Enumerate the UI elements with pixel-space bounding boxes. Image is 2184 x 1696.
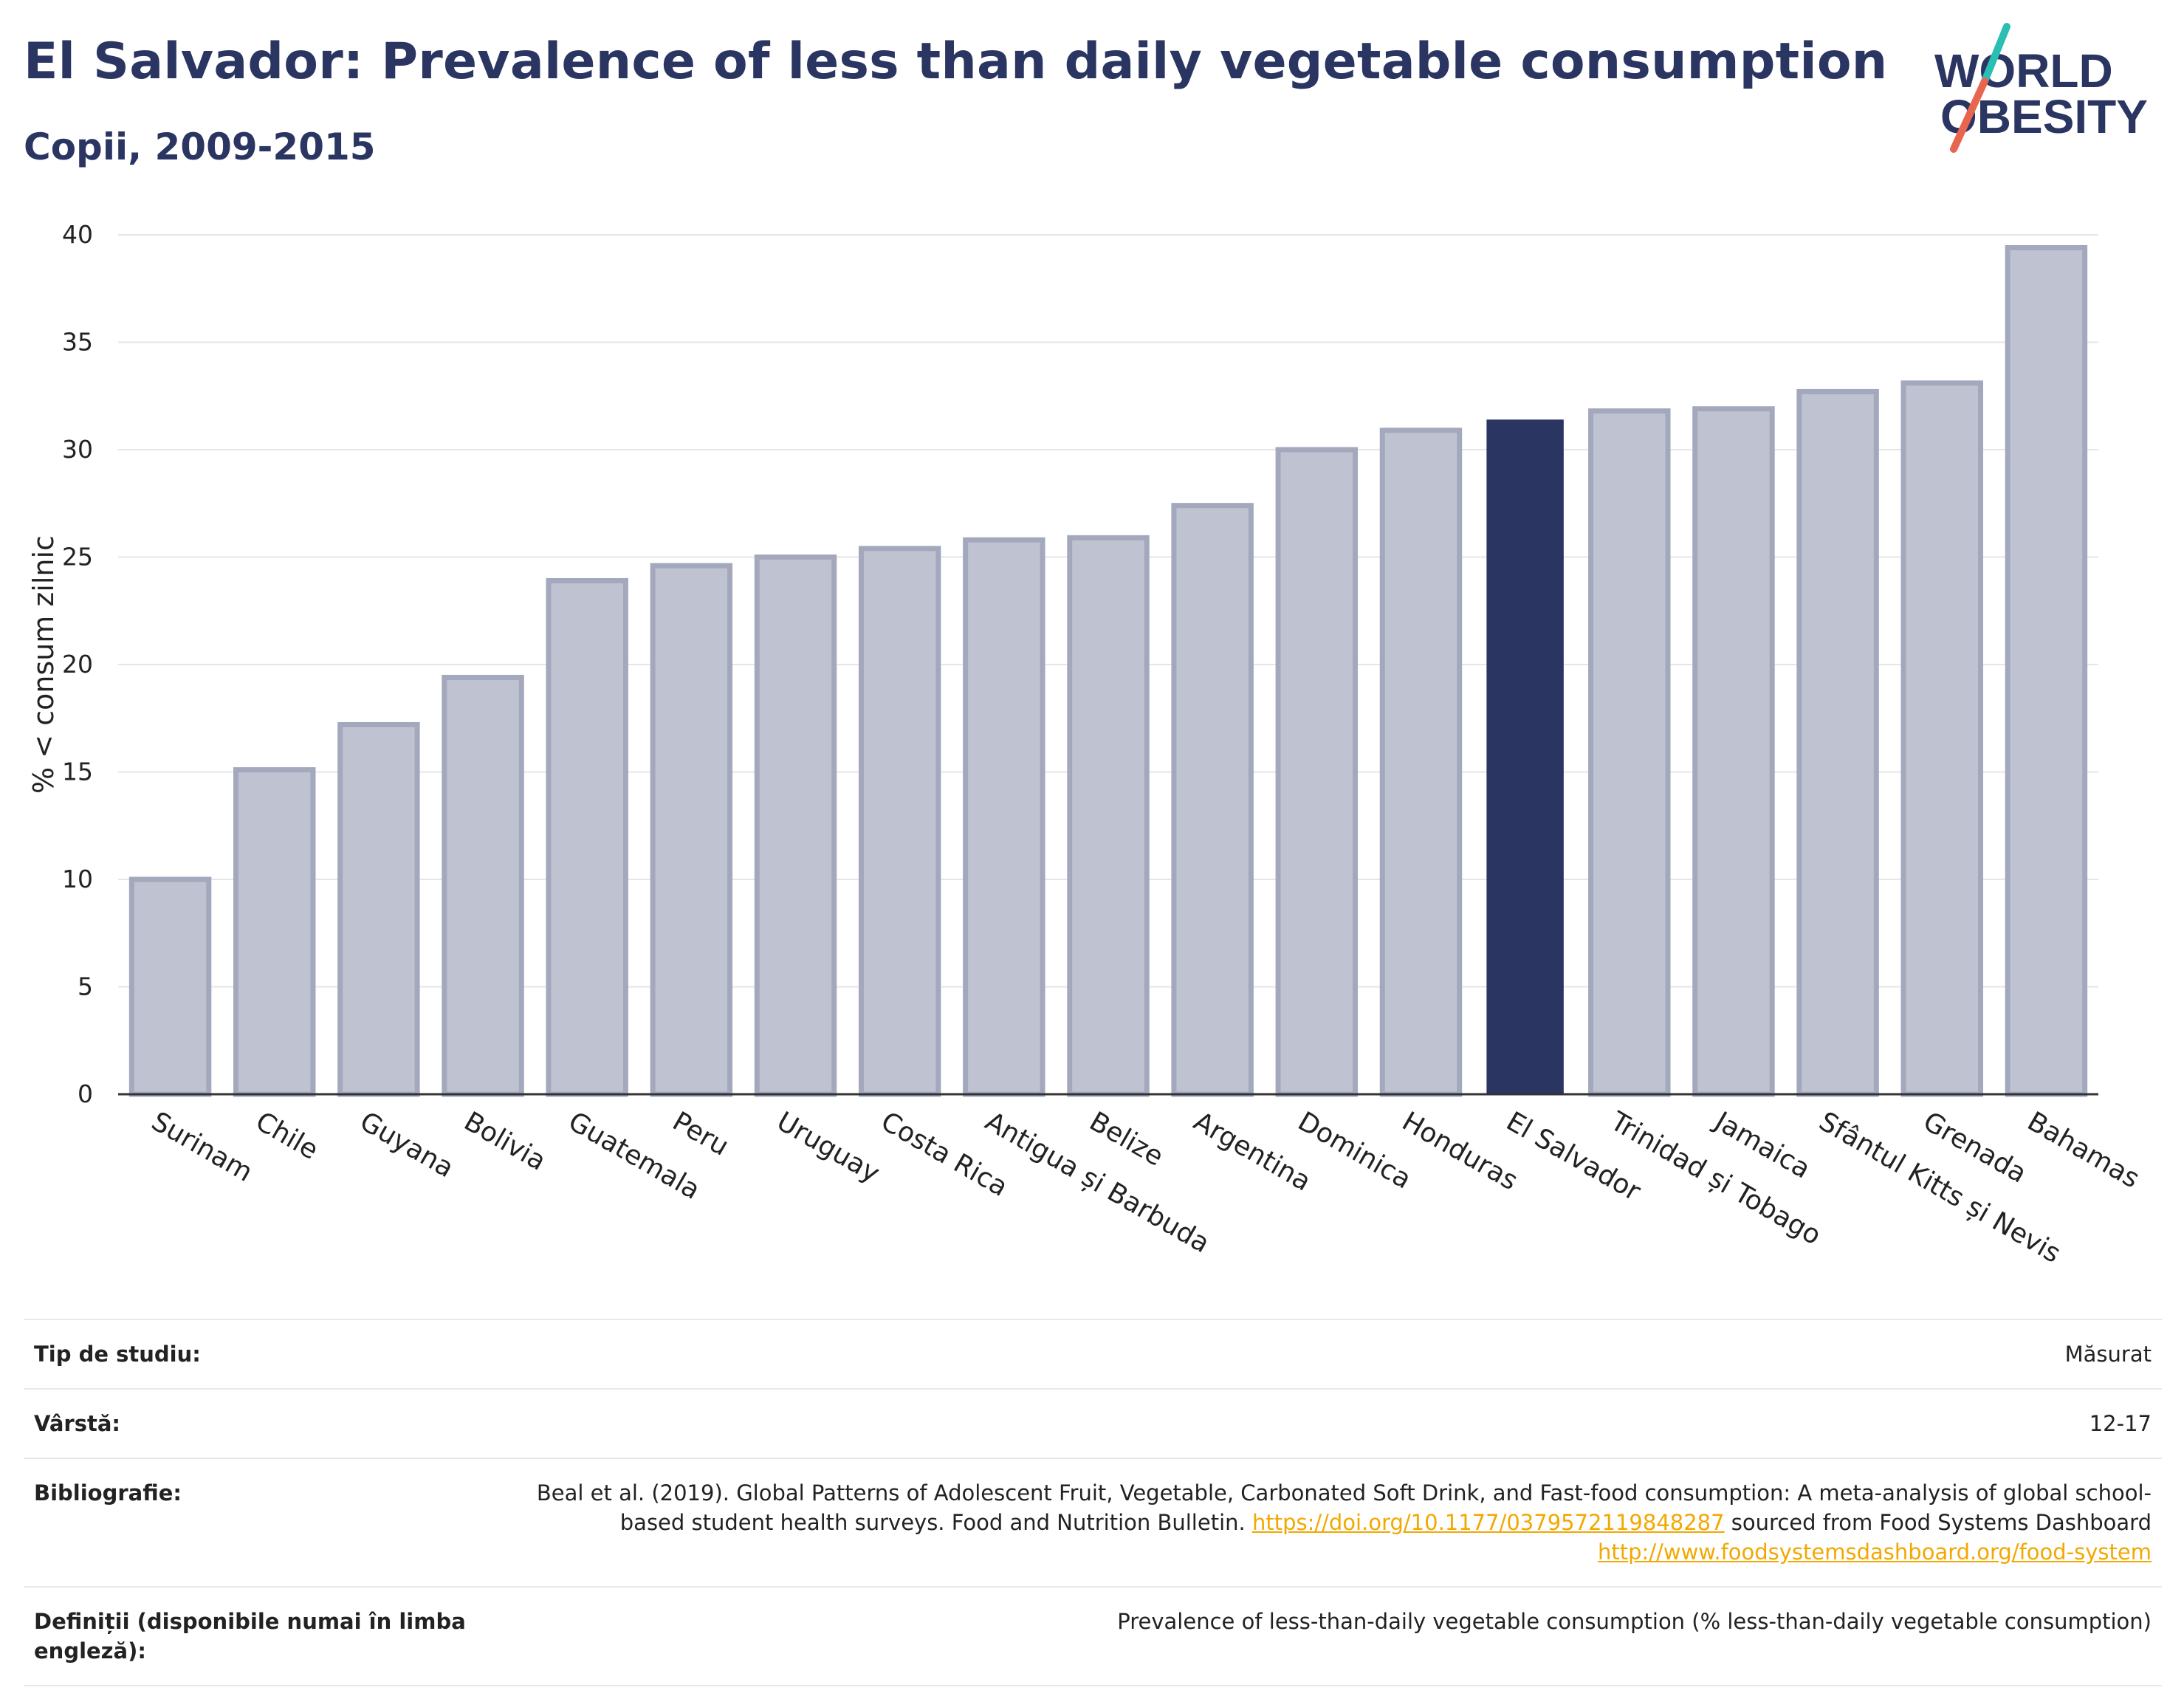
bar[interactable] <box>1067 535 1150 1097</box>
bibliography-text-1: Beal et al. (2019). Global Patterns of A… <box>536 1480 2152 1535</box>
y-tick-label: 15 <box>62 758 93 786</box>
page-subtitle: Copii, 2009-2015 <box>24 126 376 168</box>
x-tick-label: Chile <box>250 1106 323 1166</box>
bar[interactable] <box>233 767 316 1097</box>
food-systems-link[interactable]: http://www.foodsystemsdashboard.org/food… <box>1598 1539 2152 1565</box>
bar[interactable] <box>1796 388 1879 1097</box>
bar[interactable] <box>1900 380 1983 1097</box>
study-type-value: Măsurat <box>2064 1342 2152 1367</box>
y-tick-label: 35 <box>62 328 93 357</box>
y-tick-label: 30 <box>62 435 93 464</box>
bar[interactable] <box>858 546 941 1097</box>
age-row: Vârstă: 12-17 <box>24 1388 2162 1458</box>
y-tick-label: 0 <box>78 1079 93 1108</box>
y-tick-label: 5 <box>78 972 93 1001</box>
bar[interactable] <box>963 537 1045 1097</box>
page-title: El Salvador: Prevalence of less than dai… <box>24 32 1888 91</box>
bar[interactable] <box>546 578 628 1097</box>
bibliography-value: Beal et al. (2019). Global Patterns of A… <box>527 1478 2152 1567</box>
bar[interactable] <box>337 721 420 1097</box>
y-axis: 0 5 10 15 20 25 30 35 40 <box>62 220 93 1108</box>
x-tick-label: Belize <box>1085 1106 1169 1172</box>
age-label: Vârstă: <box>34 1411 121 1436</box>
bar[interactable] <box>1692 406 1775 1097</box>
bar[interactable] <box>1275 447 1359 1097</box>
x-tick-label: Dominica <box>1293 1106 1416 1195</box>
definitions-value: Prevalence of less-than-daily vegetable … <box>1117 1609 2152 1634</box>
bar[interactable] <box>128 876 212 1097</box>
bar-highlight[interactable] <box>1486 419 1564 1094</box>
age-value: 12-17 <box>2089 1411 2152 1436</box>
y-tick-label: 25 <box>62 543 93 571</box>
y-axis-label: % < consum zilnic <box>27 535 60 794</box>
study-type-row: Tip de studiu: Măsurat <box>24 1319 2162 1388</box>
world-obesity-logo-svg: WORLD OBESITY <box>1934 23 2148 153</box>
bar[interactable] <box>1171 503 1254 1097</box>
x-tick-label: Surinam <box>146 1106 258 1188</box>
bibliography-label: Bibliografie: <box>34 1480 182 1506</box>
x-tick-label: Bahamas <box>2022 1106 2145 1194</box>
study-type-label: Tip de studiu: <box>34 1342 201 1367</box>
bar[interactable] <box>650 563 733 1097</box>
bar[interactable] <box>1379 428 1463 1097</box>
y-tick-label: 20 <box>62 650 93 679</box>
info-table: Tip de studiu: Măsurat Vârstă: 12-17 Bib… <box>24 1319 2162 1686</box>
chart-bars <box>128 244 2088 1097</box>
bar[interactable] <box>1588 408 1671 1097</box>
definitions-row: Definiții (disponibile numai în limba en… <box>24 1586 2162 1686</box>
x-tick-label: Bolivia <box>459 1106 552 1177</box>
bar[interactable] <box>2005 244 2088 1097</box>
x-tick-label: Honduras <box>1397 1106 1522 1196</box>
x-tick-label: Argentina <box>1189 1106 1316 1197</box>
bar[interactable] <box>754 555 837 1097</box>
bibliography-row: Bibliografie: Beal et al. (2019). Global… <box>24 1458 2162 1586</box>
bar[interactable] <box>442 674 524 1097</box>
x-tick-label: Peru <box>667 1106 734 1162</box>
x-tick-label: Guyana <box>354 1106 459 1184</box>
logo-slash-teal <box>1981 23 2010 85</box>
x-tick-label: Uruguay <box>772 1106 885 1189</box>
doi-link[interactable]: https://doi.org/10.1177/0379572119848287 <box>1251 1510 1725 1535</box>
y-tick-label: 40 <box>62 220 93 249</box>
logo-line1: WORLD <box>1934 44 2113 97</box>
definitions-label: Definiții (disponibile numai în limba en… <box>34 1609 466 1664</box>
bibliography-text-2: sourced from Food Systems Dashboard <box>1731 1510 2152 1535</box>
world-obesity-logo[interactable]: WORLD OBESITY <box>1920 22 2163 155</box>
y-tick-label: 10 <box>62 865 93 893</box>
logo-slash-red <box>1950 78 1988 153</box>
